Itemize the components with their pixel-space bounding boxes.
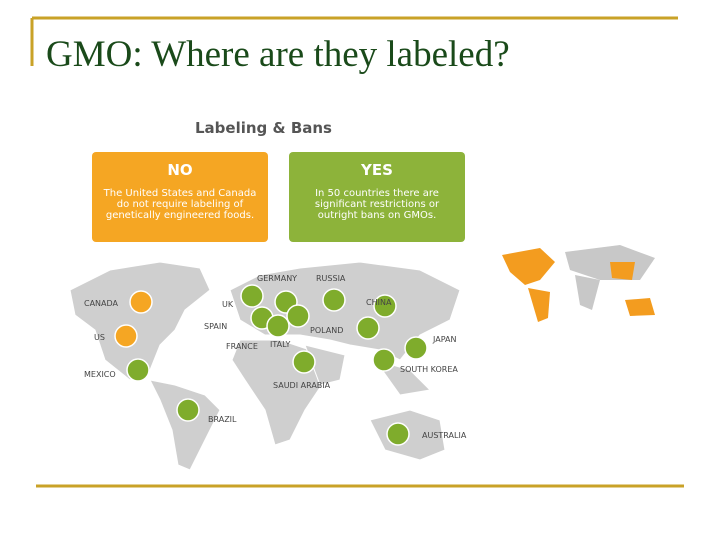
world-map xyxy=(69,261,461,471)
country-label: RUSSIA xyxy=(316,274,346,283)
country-label: SAUDI ARABIA xyxy=(273,381,331,390)
country-dot xyxy=(286,304,310,328)
box-text: outright bans on GMOs. xyxy=(318,210,437,221)
no-label: NO xyxy=(167,161,192,179)
box-text: do not require labeling of xyxy=(117,199,244,210)
country-dot xyxy=(322,288,346,312)
country-label: CHINA xyxy=(366,298,392,307)
box-text: significant restrictions or xyxy=(315,199,440,210)
country-dot xyxy=(292,350,316,374)
country-dot xyxy=(386,422,410,446)
mini-map xyxy=(502,245,655,322)
country-dot xyxy=(404,336,428,360)
box-text: genetically engineered foods. xyxy=(106,210,254,221)
country-label: MEXICO xyxy=(84,370,116,379)
country-label: UK xyxy=(222,300,234,309)
country-dot xyxy=(176,398,200,422)
country-dot xyxy=(114,324,138,348)
country-dot xyxy=(240,284,264,308)
country-dot xyxy=(356,316,380,340)
country-label: AUSTRALIA xyxy=(422,431,467,440)
country-label: GERMANY xyxy=(257,274,297,283)
country-label: POLAND xyxy=(310,326,343,335)
country-dot xyxy=(126,358,150,382)
yes-box xyxy=(289,152,465,242)
country-dot xyxy=(372,348,396,372)
country-label: FRANCE xyxy=(226,342,258,351)
country-label: SPAIN xyxy=(204,322,227,331)
country-label: JAPAN xyxy=(432,335,456,344)
yes-label: YES xyxy=(360,161,393,179)
country-dot xyxy=(373,294,397,318)
country-label: US xyxy=(94,333,105,342)
box-text: The United States and Canada xyxy=(103,188,257,199)
country-label: CANADA xyxy=(84,299,119,308)
country-label: BRAZIL xyxy=(208,415,237,424)
slide-title: GMO: Where are they labeled? xyxy=(46,34,510,75)
country-label: ITALY xyxy=(270,340,290,349)
country-label: SOUTH KOREA xyxy=(400,365,458,374)
country-dot xyxy=(129,290,153,314)
box-text: In 50 countries there are xyxy=(315,188,439,199)
country-dot xyxy=(266,314,290,338)
infographic-heading: Labeling & Bans xyxy=(195,119,332,137)
no-box xyxy=(92,152,268,242)
